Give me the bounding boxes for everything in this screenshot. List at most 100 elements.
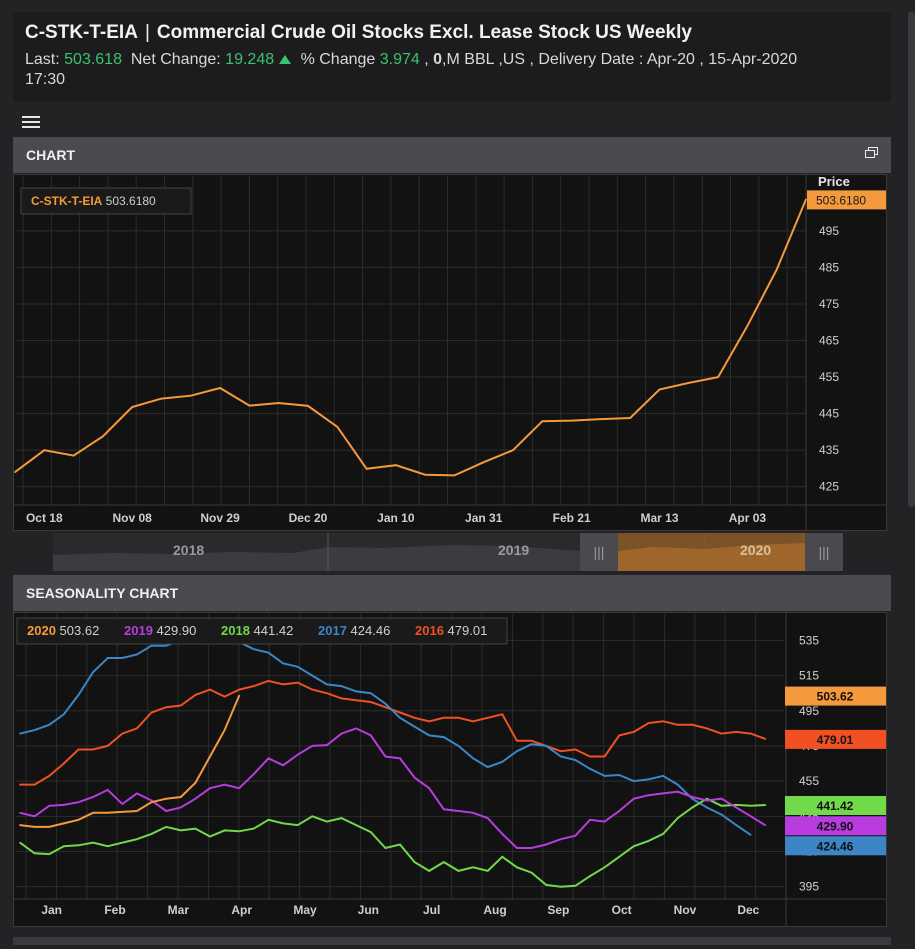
price-point	[219, 387, 221, 389]
hamburger-menu-icon[interactable]	[22, 116, 40, 130]
series-point-2016	[486, 716, 489, 719]
y-tick-label: 515	[799, 669, 819, 683]
range-navigator[interactable]: 2018 2019 2020 ||| |||	[53, 533, 843, 571]
series-point-2016	[19, 783, 21, 786]
y-tick-label: 425	[819, 480, 839, 494]
series-point-2019	[574, 834, 577, 837]
price-point	[395, 464, 397, 466]
series-point-2020	[194, 782, 197, 784]
navigator-right-handle[interactable]: |||	[805, 533, 843, 571]
series-point-2019	[179, 806, 182, 809]
price-point	[248, 404, 251, 407]
series-point-2020	[136, 810, 138, 812]
series-point-2016	[282, 683, 284, 686]
series-point-2018	[179, 829, 182, 832]
series-point-2018	[647, 840, 650, 842]
series-point-2018	[282, 822, 284, 825]
series-point-2016	[472, 720, 474, 723]
series-point-2019	[443, 808, 445, 811]
series-point-2019	[253, 773, 255, 775]
x-tick-label: Jan	[41, 903, 62, 917]
navigator-left-handle[interactable]: |||	[580, 533, 618, 571]
series-point-2018	[92, 841, 94, 844]
series-point-2019	[77, 801, 80, 804]
x-tick-label: Apr 03	[729, 511, 767, 525]
price-point	[365, 468, 368, 470]
series-point-2019	[238, 787, 241, 789]
series-line-2019	[19, 727, 766, 849]
series-point-2016	[77, 748, 80, 751]
instrument-name: Commercial Crude Oil Stocks Excl. Lease …	[156, 22, 692, 43]
end-badge-label-2016: 479.01	[817, 733, 854, 747]
series-point-2016	[311, 688, 314, 691]
series-point-2018	[413, 861, 416, 863]
series-point-2020	[33, 826, 36, 828]
series-point-2019	[384, 755, 387, 758]
y-tick-label: 535	[799, 633, 819, 647]
end-badge-label-2020: 503.62	[817, 690, 854, 704]
legend-year: 2018	[221, 623, 250, 638]
series-point-2018	[33, 852, 36, 855]
series-point-2019	[63, 804, 65, 806]
series-point-2018	[603, 866, 606, 869]
page-scrollbar[interactable]	[908, 12, 915, 507]
legend-entry: C-STK-T-EIA 503.6180	[31, 194, 156, 208]
series-point-2016	[194, 694, 197, 696]
series-line-2018	[19, 797, 766, 888]
series-point-2018	[311, 815, 314, 818]
series-point-2017	[267, 651, 270, 654]
price-series-line	[14, 199, 807, 477]
series-point-2016	[443, 716, 445, 719]
legend-series-name: C-STK-T-EIA	[31, 194, 103, 208]
series-point-2017	[691, 797, 694, 800]
series-point-2019	[340, 732, 343, 735]
series-point-2016	[647, 722, 650, 724]
y-tick-label: 455	[819, 370, 839, 384]
series-point-2019	[633, 797, 635, 800]
price-point	[717, 376, 719, 378]
price-point	[453, 474, 456, 477]
series-point-2019	[209, 787, 211, 789]
series-point-2018	[296, 824, 299, 826]
restore-window-icon[interactable]	[865, 147, 879, 159]
series-point-2017	[603, 775, 606, 777]
price-chart-svg[interactable]: 425435445455465475485495PriceM BBLOct 18…	[13, 174, 887, 531]
series-point-2017	[136, 653, 138, 656]
x-tick-label: Jan 10	[377, 511, 415, 525]
series-point-2016	[223, 695, 226, 698]
y-tick-label: 495	[799, 704, 819, 718]
seasonality-panel-title: SEASONALITY CHART	[26, 585, 179, 601]
seasonality-chart-svg[interactable]: 395415435455475495515535JanFebMarAprMayJ…	[13, 612, 887, 927]
series-point-2019	[516, 847, 518, 849]
price-chart[interactable]: 425435445455465475485495PriceM BBLOct 18…	[13, 174, 887, 531]
last-value-label: 503.6180	[816, 193, 866, 207]
chart-panel-header: CHART	[13, 137, 891, 173]
series-point-2016	[121, 732, 124, 735]
price-point	[72, 454, 75, 457]
series-point-2019	[486, 817, 489, 819]
legend-entry-2016: 2016 479.01	[415, 623, 487, 638]
symbol-code: C-STK-T-EIA	[25, 22, 138, 43]
series-point-2017	[676, 783, 679, 786]
series-point-2016	[603, 755, 606, 758]
x-tick-label: Aug	[483, 903, 506, 917]
series-point-2018	[486, 870, 489, 872]
series-point-2016	[106, 745, 109, 747]
series-point-2016	[706, 727, 708, 730]
pct-change-value: 3.974	[379, 51, 420, 68]
seasonality-chart[interactable]: 395415435455475495515535JanFebMarAprMayJ…	[13, 612, 887, 927]
series-point-2016	[574, 748, 577, 751]
series-point-2016	[559, 750, 562, 753]
series-point-2019	[530, 847, 533, 849]
series-point-2017	[282, 662, 284, 665]
y-axis-title: Price	[818, 174, 850, 189]
series-point-2019	[749, 815, 752, 818]
legend-year: 2016	[415, 623, 444, 638]
series-point-2019	[369, 734, 372, 737]
series-point-2016	[48, 775, 51, 777]
series-point-2016	[384, 706, 387, 709]
price-point	[600, 418, 602, 420]
series-point-2019	[662, 792, 664, 795]
y-tick-label: 435	[819, 443, 839, 457]
x-tick-label: Mar 13	[641, 511, 679, 525]
